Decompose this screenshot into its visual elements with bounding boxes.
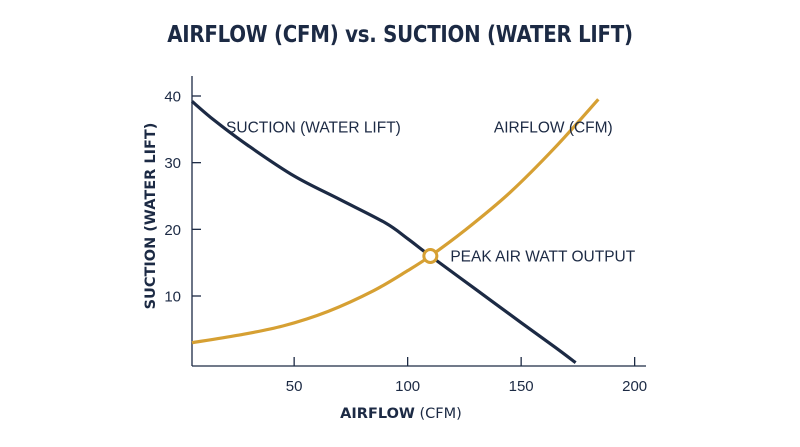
y-tick-label: 30 (164, 155, 181, 172)
axes-group (191, 76, 646, 367)
x-axis-title: AIRFLOW (CFM) (340, 406, 462, 422)
peak-marker (422, 248, 439, 264)
y-axis-title: SUCTION (WATER LIFT) (143, 123, 159, 310)
airflow-curve (191, 98, 600, 345)
y-ticks-group: 10 20 30 40 (164, 89, 201, 306)
suction-series-label: SUCTION (WATER LIFT) (226, 119, 401, 136)
x-ticks-group: 50 100 150 200 (286, 357, 647, 395)
annotation-group: PEAK AIR WATT OUTPUT (422, 248, 636, 266)
suction-curve (190, 100, 577, 364)
x-tick-label: 200 (622, 378, 647, 395)
series-labels-group: SUCTION (WATER LIFT) AIRFLOW (CFM) (226, 119, 613, 136)
x-axis-title-bold: AIRFLOW (340, 406, 415, 422)
x-tick-label: 100 (395, 378, 420, 395)
series-group (190, 98, 600, 364)
y-tick-label: 10 (164, 289, 181, 306)
peak-annotation-label: PEAK AIR WATT OUTPUT (450, 249, 635, 266)
airflow-series-label: AIRFLOW (CFM) (494, 119, 613, 136)
y-tick-label: 40 (164, 89, 181, 106)
x-tick-label: 150 (509, 378, 534, 395)
x-axis-title-unit: (CFM) (420, 406, 462, 422)
y-axis-title-text: SUCTION (WATER LIFT) (143, 123, 159, 310)
chart-title: AIRFLOW (CFM) vs. SUCTION (WATER LIFT) (167, 22, 633, 48)
x-tick-label: 50 (286, 378, 303, 395)
y-tick-label: 20 (164, 222, 181, 239)
